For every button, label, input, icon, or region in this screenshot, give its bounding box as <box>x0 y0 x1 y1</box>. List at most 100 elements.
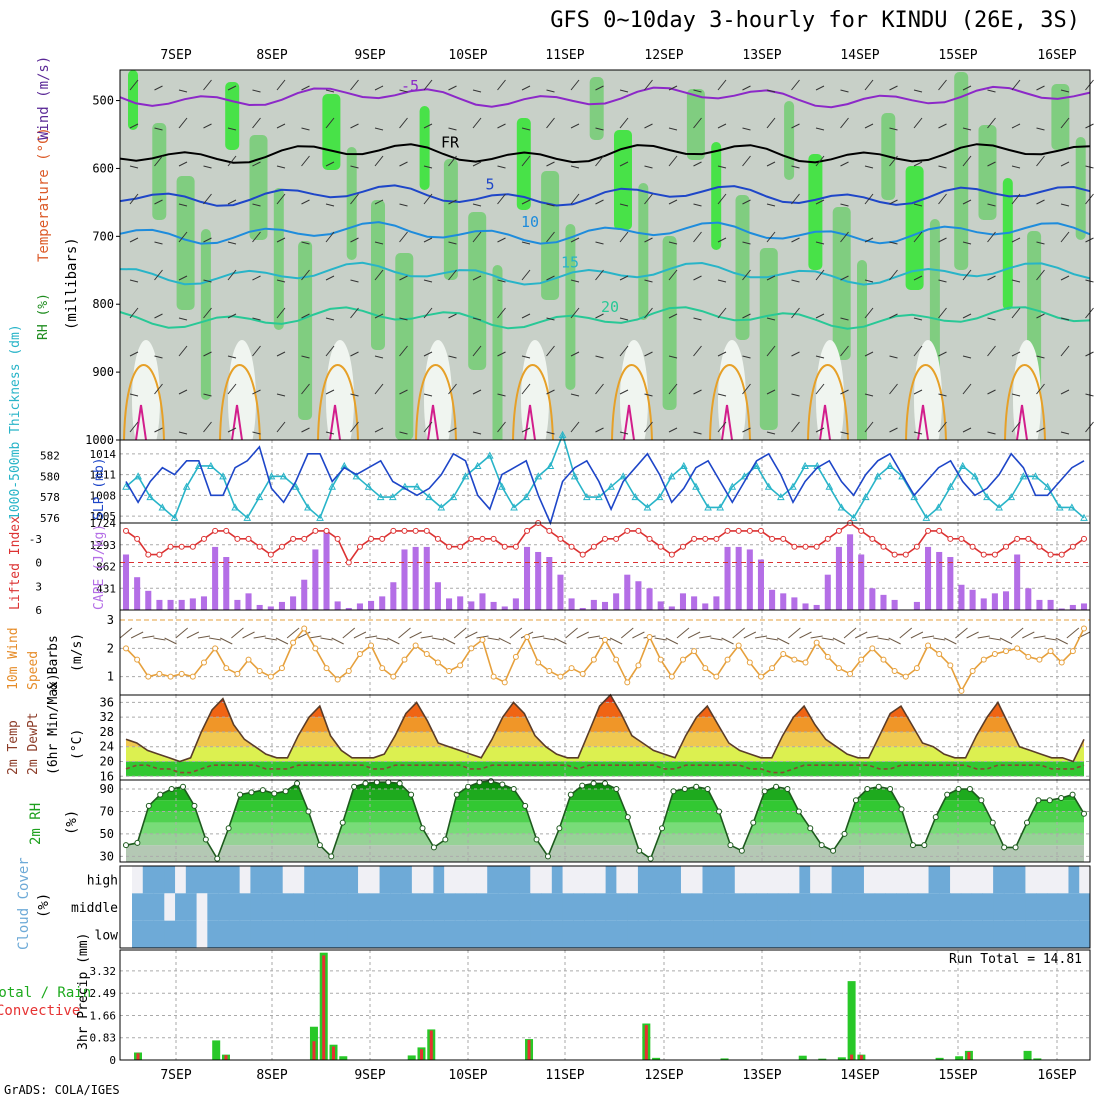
cloud-cell-middle <box>551 893 564 921</box>
rh-moist-band <box>249 135 268 240</box>
upper-wind-barb <box>227 427 237 433</box>
upper-wind-barb <box>276 237 286 243</box>
thickness-series-point <box>328 482 336 490</box>
cloud-cell-high <box>842 866 854 894</box>
upper-wind-barb <box>423 421 433 433</box>
upper-wind-barb <box>546 203 555 207</box>
wind-tick-label: 2 <box>107 641 114 655</box>
upper-wind-barb <box>154 269 163 281</box>
upper-wind-barb <box>178 389 188 395</box>
cape-bar <box>278 601 285 610</box>
rh-series-point <box>784 785 791 792</box>
wind-barb <box>242 631 255 639</box>
rh-series-point <box>761 788 768 795</box>
thickness-series-point <box>1031 472 1040 480</box>
cape-bar <box>145 590 152 610</box>
pressure-tick-label: 700 <box>92 229 114 243</box>
wind-speed-series-point <box>423 651 430 657</box>
upper-wind-barb <box>399 231 408 243</box>
rh-series-point <box>408 791 415 798</box>
cloud-cell-high <box>1003 866 1016 894</box>
lifted-index-series-point <box>613 535 620 542</box>
rh-series-point <box>921 842 928 849</box>
cape-bar <box>1002 591 1010 610</box>
cloud-cell-low <box>1068 920 1080 948</box>
isotherm-freezing <box>119 143 1091 164</box>
wind-speed-series-point <box>913 665 920 672</box>
cape-bar <box>780 593 787 610</box>
wind-speed-series-point <box>769 665 776 672</box>
rh-series-point <box>556 825 563 832</box>
wind-barb <box>810 635 823 639</box>
cloud-cell-middle <box>907 893 919 921</box>
lifted-index-series-point <box>902 551 909 558</box>
upper-wind-barb <box>472 317 482 321</box>
cloud-cell-low <box>497 920 510 948</box>
upper-wind-barb <box>301 269 310 281</box>
thickness-series-point <box>1068 503 1076 511</box>
wind-speed-series-point <box>345 668 352 674</box>
upper-wind-barb <box>766 431 776 435</box>
rh-dry-region <box>521 340 549 460</box>
rh-dry-region <box>816 340 844 460</box>
rh-series-point <box>636 847 643 854</box>
upper-wind-barb <box>913 203 923 207</box>
cloud-cell-middle <box>950 893 962 921</box>
precip-convective-bar <box>644 1025 648 1060</box>
rh-series-point <box>533 836 540 843</box>
wind-speed-series-point <box>301 625 308 632</box>
upper-wind-barb <box>644 351 653 357</box>
cape-bar <box>1014 554 1021 610</box>
lifted-index-series-point <box>1081 535 1087 542</box>
upper-wind-barb <box>154 85 163 91</box>
wind-barb <box>732 627 745 639</box>
wind-barb <box>186 631 200 639</box>
cloud-level-label: low <box>95 928 119 943</box>
thickness-series-point <box>776 493 785 501</box>
temp-tick-label: 28 <box>100 725 114 739</box>
upper-wind-barb <box>864 193 874 205</box>
rh-moist-band <box>346 147 357 260</box>
date-label-bottom: 11SEP <box>545 1068 585 1083</box>
wind-speed-series-point <box>590 656 597 663</box>
wind-barb <box>743 631 757 639</box>
upper-wind-barb <box>1011 421 1021 433</box>
wind-panel-frame <box>119 609 1091 696</box>
rh-series-point <box>795 808 802 815</box>
cloud-cell-high <box>519 866 531 894</box>
rh-series-point <box>830 847 837 854</box>
cloud-cell-middle <box>164 893 176 921</box>
cloud-cell-middle <box>228 893 241 921</box>
date-label-top: 11SEP <box>545 48 585 63</box>
wind-barb <box>1022 631 1035 639</box>
upper-wind-barb <box>129 351 139 357</box>
cloud-cell-low <box>530 920 542 948</box>
upper-wind-barb <box>252 317 261 321</box>
wind-speed-series-point <box>613 656 620 663</box>
wind-speed-series-point <box>1058 659 1065 666</box>
thickness-series-point <box>1055 503 1064 511</box>
cloud-cell-middle <box>336 893 348 921</box>
cloud-cell-low <box>605 920 617 948</box>
upper-wind-barb <box>570 123 580 129</box>
upper-wind-barb <box>521 427 531 433</box>
lifted-index-series-point <box>835 527 842 534</box>
lifted-index-series-point <box>1025 535 1032 542</box>
cloud-cell-low <box>411 920 424 948</box>
wind-barb <box>888 637 901 645</box>
upper-wind-barb <box>815 241 825 245</box>
upper-wind-barb <box>129 393 139 397</box>
wind-barb <box>153 637 166 641</box>
isotherm-25-orange <box>415 364 457 441</box>
wind-barb <box>1010 627 1024 639</box>
upper-wind-barb <box>227 355 237 359</box>
upper-wind-barb <box>889 241 898 245</box>
cloud-cell-high <box>971 866 983 894</box>
lifted-index-series-point <box>434 535 441 542</box>
wind-speed-series-point <box>245 656 252 663</box>
cape-bar <box>368 600 375 610</box>
cloud-cell-middle <box>917 893 930 921</box>
cloud-cell-middle <box>831 893 843 921</box>
upper-wind-barb <box>252 345 261 357</box>
upper-wind-barb <box>938 123 947 129</box>
